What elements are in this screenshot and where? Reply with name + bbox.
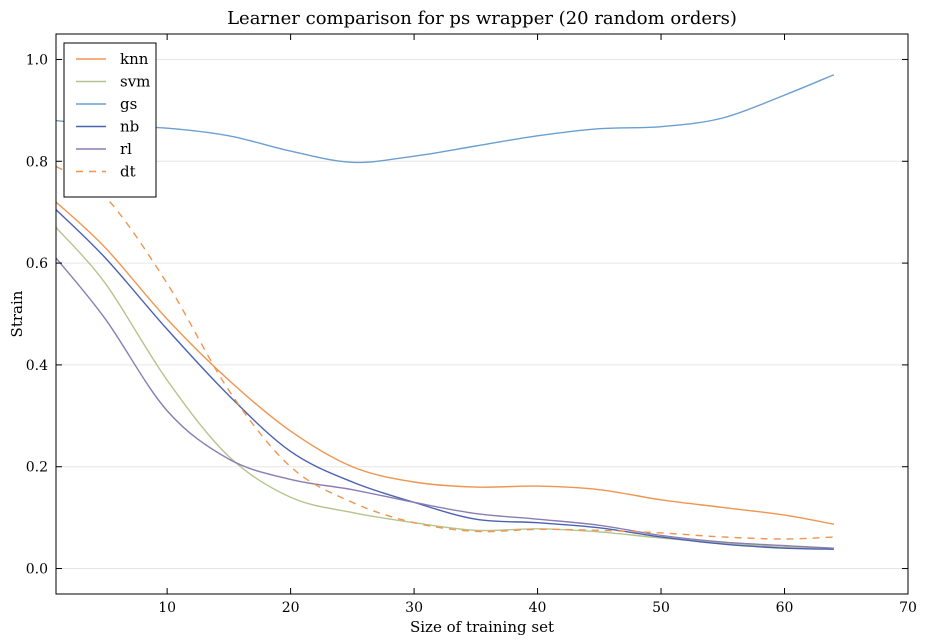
series-line-rl xyxy=(56,257,834,549)
legend-label-knn: knn xyxy=(120,50,149,68)
legend-label-nb: nb xyxy=(120,118,139,136)
x-tick-label: 10 xyxy=(158,600,176,616)
legend-label-svm: svm xyxy=(120,73,150,91)
x-tick-label: 20 xyxy=(282,600,300,616)
y-tick-label: 0.4 xyxy=(26,358,48,374)
x-tick-label: 30 xyxy=(405,600,423,616)
chart-title: Learner comparison for ps wrapper (20 ra… xyxy=(227,8,737,29)
y-tick-label: 0.8 xyxy=(26,154,48,170)
series-line-svm xyxy=(56,226,834,549)
y-tick-label: 1.0 xyxy=(26,52,48,68)
y-axis-label: Strain xyxy=(8,290,26,337)
y-tick-label: 0.2 xyxy=(26,460,48,476)
x-axis-label: Size of training set xyxy=(410,618,554,636)
series-line-dt xyxy=(56,165,834,540)
y-tick-label: 0.0 xyxy=(26,562,48,578)
y-tick-label: 0.6 xyxy=(26,256,48,272)
x-tick-label: 40 xyxy=(529,600,547,616)
x-tick-label: 60 xyxy=(776,600,794,616)
series-line-nb xyxy=(56,209,834,550)
series-line-gs xyxy=(56,74,835,164)
plot-frame xyxy=(55,33,909,595)
legend: knn svm gs nb rl dt xyxy=(63,42,157,198)
legend-label-gs: gs xyxy=(120,95,137,113)
x-tick-label: 50 xyxy=(652,600,670,616)
x-tick-label: 70 xyxy=(899,600,917,616)
legend-label-rl: rl xyxy=(120,140,132,158)
legend-label-dt: dt xyxy=(120,163,136,181)
series-line-knn xyxy=(56,201,835,525)
